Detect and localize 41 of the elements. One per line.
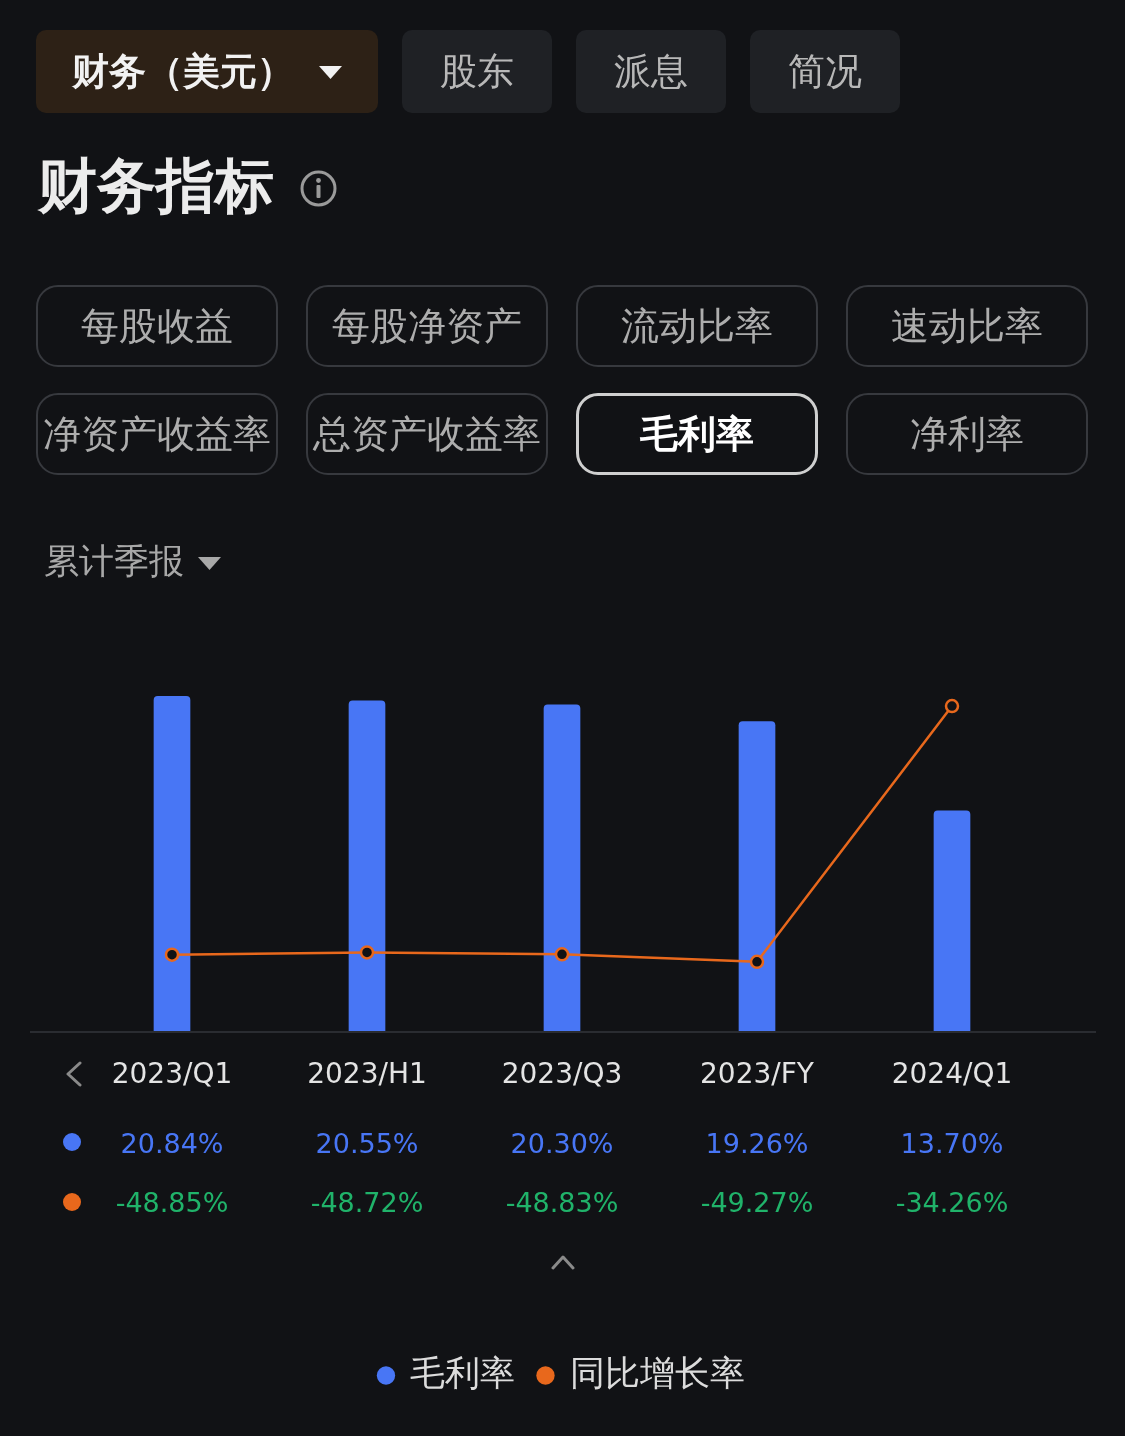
dropdown-tab[interactable]: 财务（美元） — [36, 30, 378, 113]
x-tick-label: 2024/Q1 — [891, 1057, 1013, 1091]
data-label: -48.72% — [310, 1187, 424, 1219]
x-tick-label: 2023/Q1 — [111, 1057, 233, 1091]
point — [749, 954, 765, 970]
legend-label: 同比增长率 — [569, 1352, 745, 1393]
point — [359, 945, 375, 960]
button[interactable]: 流动比率 — [576, 285, 818, 367]
data-label: 19.26% — [705, 1128, 809, 1160]
data-label: -49.27% — [700, 1187, 814, 1219]
button[interactable]: 总资产收益率 — [306, 393, 548, 475]
bar — [348, 700, 386, 1031]
bar — [153, 695, 191, 1031]
button[interactable]: 毛利率 — [576, 393, 818, 475]
tab[interactable]: 派息 — [576, 30, 726, 113]
bar — [738, 721, 776, 1031]
chart-title: 财务指标 — [38, 150, 274, 222]
x-tick-label: 2023/FY — [700, 1057, 815, 1091]
point — [944, 698, 960, 714]
x-tick-label: 2023/Q3 — [501, 1057, 623, 1091]
data-label: 20.30% — [510, 1128, 614, 1160]
dropdown[interactable]: 累计季报 — [44, 538, 222, 584]
data-label: 20.55% — [315, 1128, 419, 1160]
legend-label: 毛利率 — [410, 1352, 515, 1393]
button[interactable]: 净资产收益率 — [36, 393, 278, 475]
button[interactable]: 每股净资产 — [306, 285, 548, 367]
x-tick-label: 2023/H1 — [307, 1057, 427, 1091]
tab[interactable]: 股东 — [402, 30, 552, 113]
bar — [933, 810, 971, 1031]
data-label: 13.70% — [900, 1128, 1004, 1160]
point — [164, 947, 180, 962]
button[interactable]: 速动比率 — [846, 285, 1088, 367]
data-label: 20.84% — [120, 1128, 224, 1160]
data-label: -48.83% — [505, 1187, 619, 1219]
button[interactable]: 每股收益 — [36, 285, 278, 367]
data-label: -48.85% — [115, 1187, 229, 1219]
data-label: -34.26% — [895, 1187, 1009, 1219]
bar — [543, 704, 581, 1031]
point — [554, 947, 570, 962]
button[interactable]: 净利率 — [846, 393, 1088, 475]
tab[interactable]: 简况 — [750, 30, 900, 113]
